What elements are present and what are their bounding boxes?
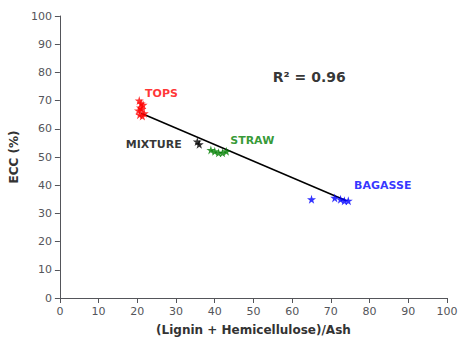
svg-text:80: 80: [38, 66, 52, 79]
svg-text:10: 10: [38, 263, 52, 276]
svg-text:0: 0: [56, 305, 63, 318]
svg-text:STRAW: STRAW: [230, 134, 274, 147]
svg-text:40: 40: [208, 305, 222, 318]
svg-text:BAGASSE: BAGASSE: [354, 179, 411, 192]
svg-text:30: 30: [169, 305, 183, 318]
svg-text:(Lignin + Hemicellulose)/Ash: (Lignin + Hemicellulose)/Ash: [156, 323, 351, 337]
svg-text:R² = 0.96: R² = 0.96: [273, 69, 346, 85]
svg-text:0: 0: [45, 292, 52, 305]
svg-text:10: 10: [92, 305, 106, 318]
svg-text:TOPS: TOPS: [145, 87, 178, 100]
svg-text:20: 20: [38, 235, 52, 248]
svg-text:100: 100: [31, 10, 52, 23]
svg-text:MIXTURE: MIXTURE: [126, 138, 182, 151]
svg-text:90: 90: [401, 305, 415, 318]
svg-text:20: 20: [130, 305, 144, 318]
svg-text:80: 80: [363, 305, 377, 318]
svg-text:100: 100: [437, 305, 458, 318]
svg-text:60: 60: [38, 122, 52, 135]
svg-text:90: 90: [38, 38, 52, 51]
svg-text:70: 70: [38, 94, 52, 107]
svg-text:70: 70: [324, 305, 338, 318]
svg-text:ECC (%): ECC (%): [7, 131, 21, 184]
svg-text:40: 40: [38, 179, 52, 192]
svg-text:30: 30: [38, 207, 52, 220]
svg-text:50: 50: [246, 305, 260, 318]
svg-text:60: 60: [285, 305, 299, 318]
svg-text:50: 50: [38, 151, 52, 164]
